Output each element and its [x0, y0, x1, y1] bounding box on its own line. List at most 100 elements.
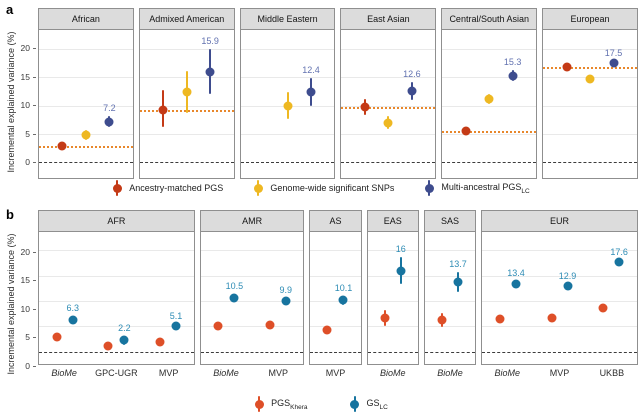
facet-plot-area: 10.1 — [310, 232, 361, 365]
y-tick-label: 10 — [20, 100, 30, 111]
gridline — [240, 133, 335, 135]
marker-dot — [424, 183, 434, 193]
y-tick-label: 15 — [20, 71, 30, 82]
legend-label: PGSKhera — [271, 398, 307, 411]
zero-line — [341, 162, 436, 164]
panel-b-legend: PGSKhera GSLC — [0, 396, 642, 412]
data-point-khera — [103, 341, 113, 351]
y-tick-mark — [33, 162, 36, 164]
y-tick-mark — [33, 251, 36, 253]
data-point-khera — [547, 313, 557, 323]
gridline — [482, 250, 637, 252]
value-label: 16 — [395, 244, 406, 255]
data-point-khera — [265, 320, 275, 330]
ancestry-matched-reference-line — [543, 66, 637, 69]
facet-african: African 7.2 — [38, 8, 134, 179]
facet-title: European — [543, 9, 637, 30]
facet-box: AFR 6.3 2.2 5.1 — [38, 210, 195, 366]
data-point-gwas — [383, 118, 393, 128]
legend-label: Multi-ancestral PGSLC — [441, 182, 529, 195]
category-label: MVP — [158, 368, 179, 379]
value-label: 17.5 — [604, 48, 623, 59]
y-tick-label: 5 — [25, 128, 30, 139]
value-label: 9.9 — [279, 284, 292, 295]
facet-box: EAS 16 — [366, 210, 419, 366]
data-point-gwas — [182, 87, 192, 97]
facet-plot-area: 7.2 — [39, 30, 133, 178]
data-point-multi — [407, 86, 417, 96]
ancestry-matched-reference-line — [39, 146, 133, 149]
gridline — [310, 250, 361, 252]
gridline — [367, 300, 418, 302]
zero-line — [424, 351, 476, 353]
zero-line — [367, 351, 418, 353]
panel-b-y-axis: 0 5 10 15 20 — [0, 231, 37, 380]
facet-plot-area: 10.5 9.9 — [200, 232, 304, 365]
data-point-gs — [563, 281, 573, 291]
data-point-matched — [57, 141, 67, 151]
facet-eur: EUR 13.4 12.9 17.6 BioMe MVP UKBB — [481, 210, 638, 381]
legend-label-text: PGS — [271, 397, 291, 408]
facet-title: EAS — [367, 211, 418, 232]
data-point-gs — [171, 321, 181, 331]
gridline — [367, 326, 418, 328]
facet-plot-area: 12.4 — [240, 30, 335, 178]
zero-line — [482, 351, 637, 353]
data-point-gs — [614, 257, 624, 267]
panel-b-letter: b — [6, 207, 14, 222]
facet-admixed-american: Admixed American 15.9 — [138, 8, 235, 179]
facet-title: Admixed American — [139, 9, 234, 30]
facet-plot-area: 15.3 — [442, 30, 537, 178]
gridline — [200, 326, 304, 328]
zero-line — [442, 162, 537, 164]
data-point-gwas — [484, 94, 494, 104]
zero-line — [200, 351, 304, 353]
gridline — [139, 49, 234, 51]
value-label: 12.4 — [302, 65, 320, 75]
y-tick-label: 20 — [20, 43, 30, 54]
category-label: MVP — [325, 368, 346, 379]
gridline — [39, 105, 133, 107]
data-point-gwas — [585, 74, 595, 84]
category-label: UKBB — [599, 368, 625, 379]
gridline — [341, 49, 436, 51]
ancestry-matched-reference-line — [442, 131, 537, 134]
data-point-gs — [229, 293, 239, 303]
gridline — [543, 105, 637, 107]
y-tick-mark — [33, 105, 36, 107]
facet-plot-area: 15.9 — [139, 30, 234, 178]
facet-sas: SAS 13.7 BioMe — [423, 210, 477, 381]
facet-title: AMR — [200, 211, 304, 232]
value-label: 15.3 — [503, 57, 522, 68]
facet-box: European 17.5 — [542, 8, 638, 179]
ancestry-matched-reference-line — [341, 106, 436, 109]
facet-box: AMR 10.5 9.9 — [199, 210, 305, 366]
value-label: 6.3 — [66, 302, 80, 313]
data-point-gs — [338, 295, 348, 305]
value-label: 2.2 — [118, 322, 131, 333]
gridline — [543, 49, 637, 51]
marker-dot — [254, 399, 264, 409]
gridline — [341, 105, 436, 107]
value-label: 7.2 — [103, 103, 116, 114]
pointrange-marker-icon — [112, 180, 122, 196]
gridline — [543, 133, 637, 135]
value-label: 12.6 — [403, 68, 421, 79]
data-point-gs — [281, 296, 291, 306]
y-tick-label: 5 — [25, 332, 30, 343]
legend-item-gwas: Genome-wide significant SNPs — [253, 180, 394, 196]
category-labels: BioMe — [367, 368, 419, 381]
legend-label-text: Ancestry-matched PGS — [129, 183, 224, 193]
y-tick-label: 0 — [25, 360, 30, 371]
data-point-multi — [508, 71, 518, 81]
facet-plot-area: 13.4 12.9 17.6 — [482, 232, 637, 365]
facet-eas: EAS 16 BioMe — [366, 210, 419, 381]
facet-european: European 17.5 — [542, 8, 638, 179]
category-label: BioMe — [213, 368, 239, 379]
legend-label-subscript: LC — [379, 403, 388, 411]
category-label: BioMe — [494, 368, 521, 379]
gridline — [482, 300, 637, 302]
value-label: 10.1 — [334, 282, 353, 293]
